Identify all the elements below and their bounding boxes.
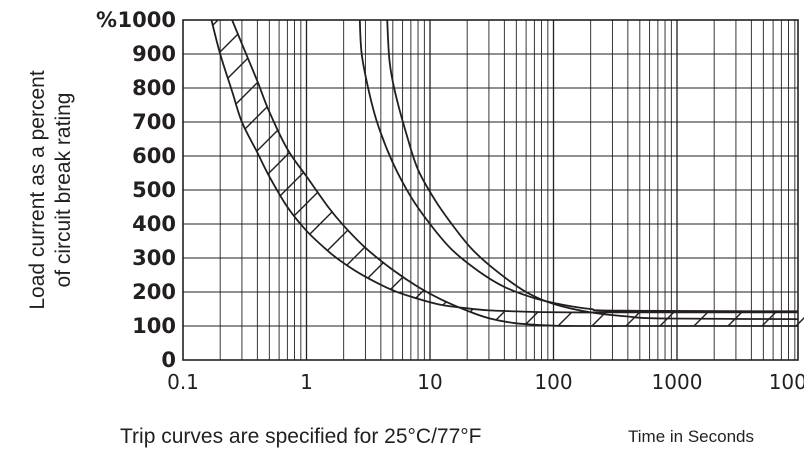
x-unit-label: Time in Seconds bbox=[628, 427, 754, 446]
y-tick-label: 0 bbox=[161, 348, 176, 372]
x-tick-label: 1 bbox=[300, 370, 313, 394]
y-tick-label: 600 bbox=[132, 144, 176, 168]
y-tick-label: 500 bbox=[132, 178, 176, 202]
hatch-line bbox=[211, 20, 307, 327]
hatch-line bbox=[483, 20, 804, 327]
hatch-line bbox=[585, 20, 804, 327]
y-tick-label: 800 bbox=[132, 76, 176, 100]
trip-curve-band-2-upper bbox=[386, 20, 798, 321]
x-tick-label: 0.1 bbox=[167, 370, 199, 394]
x-tick-label: 10 bbox=[417, 370, 442, 394]
footer-note: Trip curves are specified for 25°C/77°F bbox=[120, 425, 482, 448]
hatch-line bbox=[551, 20, 804, 327]
y-axis-label-line-1: Load current as a percent bbox=[26, 70, 49, 309]
hatch-line bbox=[279, 20, 681, 327]
hatch-line bbox=[687, 20, 804, 327]
hatch-line bbox=[381, 20, 783, 327]
x-tick-label: 1000 bbox=[652, 370, 703, 394]
hatch-line bbox=[789, 20, 804, 327]
plot-frame bbox=[182, 19, 799, 361]
grid bbox=[183, 20, 798, 360]
y-tick-label: 200 bbox=[132, 280, 176, 304]
y-tick-labels: 0 100 200 300 400 500 600 700 800 900 1000 bbox=[118, 8, 176, 372]
y-unit-marker: % bbox=[96, 8, 117, 32]
trip-curve-band-2-lower bbox=[358, 20, 798, 313]
y-tick-label: 900 bbox=[132, 42, 176, 66]
y-axis-label-line-2: of circuit break rating bbox=[52, 93, 75, 288]
trip-curve-band-1-upper bbox=[231, 20, 798, 327]
trip-curves bbox=[210, 20, 798, 327]
hatched-band bbox=[0, 0, 804, 400]
hatch-line bbox=[0, 0, 102, 400]
y-tick-label: 100 bbox=[132, 314, 176, 338]
hatch-line bbox=[517, 20, 804, 327]
y-tick-label: 400 bbox=[132, 212, 176, 236]
hatch-line bbox=[211, 20, 579, 327]
y-tick-label: 1000 bbox=[118, 8, 176, 32]
hatch-line bbox=[449, 20, 804, 327]
trip-curve-band-1-lower bbox=[210, 20, 798, 314]
hatch-line bbox=[619, 20, 804, 327]
y-tick-label: 700 bbox=[132, 110, 176, 134]
x-tick-label: 100 bbox=[534, 370, 572, 394]
hatch-line bbox=[415, 20, 804, 327]
y-tick-label: 300 bbox=[132, 246, 176, 270]
hatch-line bbox=[313, 20, 715, 327]
